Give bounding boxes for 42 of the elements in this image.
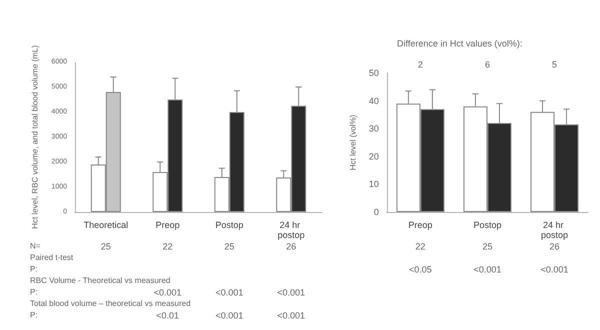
text: Total blood volume – theoretical vs measured xyxy=(30,299,191,308)
x-tick-label: Postop xyxy=(473,220,502,230)
x-tick-label: Postop xyxy=(215,220,244,230)
y-tick-label: 20 xyxy=(368,151,379,162)
text: <0.001 xyxy=(277,288,306,298)
x-tick-label: 24 hr postop xyxy=(278,220,305,240)
text: <0.001 xyxy=(540,264,568,274)
text: 2 xyxy=(418,60,423,70)
chart-title: Difference in Hct values (vol%): xyxy=(397,38,522,48)
y-tick-label: 50 xyxy=(368,68,379,78)
text: P: xyxy=(30,288,38,296)
text: <0.001 xyxy=(215,310,244,320)
text: RBC Volume - Theoretical vs measured xyxy=(30,276,170,285)
text: <0.001 xyxy=(474,264,502,274)
y-tick-label: 30 xyxy=(368,124,379,134)
text: Paired t-test xyxy=(30,253,74,262)
text: <0.001 xyxy=(215,288,244,298)
x-tick-label: 24 hr postop xyxy=(540,220,568,240)
text: 25 xyxy=(100,242,111,252)
text: <0.001 xyxy=(154,288,182,298)
y-tick-label: 0 xyxy=(374,207,379,217)
y-axis-title: Hct level (vol%) xyxy=(348,114,358,170)
text: 25 xyxy=(482,242,492,252)
y-axis-title: Hct level, RBC volume, and total blood volume (mL) xyxy=(30,44,40,229)
text: 5 xyxy=(552,60,557,70)
text: <0.001 xyxy=(277,310,306,320)
text: <0.05 xyxy=(409,264,432,274)
text: P: xyxy=(30,310,38,320)
text: N= xyxy=(30,242,41,250)
text: 22 xyxy=(415,242,426,252)
text: 26 xyxy=(549,242,560,252)
text: <0.01 xyxy=(156,310,180,320)
text: 6 xyxy=(484,60,490,70)
text: 22 xyxy=(162,242,173,252)
y-tick-label: 40 xyxy=(368,96,379,106)
x-tick-label: Preop xyxy=(408,220,432,230)
text: P: xyxy=(30,264,38,274)
text: 25 xyxy=(224,242,234,252)
text: 26 xyxy=(286,242,296,252)
x-tick-label: Preop xyxy=(156,220,180,230)
y-tick-label: 10 xyxy=(368,179,379,190)
x-tick-label: Theoretical xyxy=(84,220,128,230)
